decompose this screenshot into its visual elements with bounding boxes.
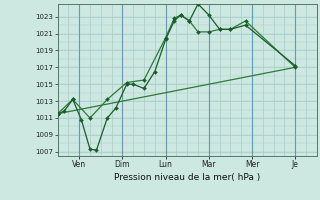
X-axis label: Pression niveau de la mer( hPa ): Pression niveau de la mer( hPa ) [114,173,260,182]
